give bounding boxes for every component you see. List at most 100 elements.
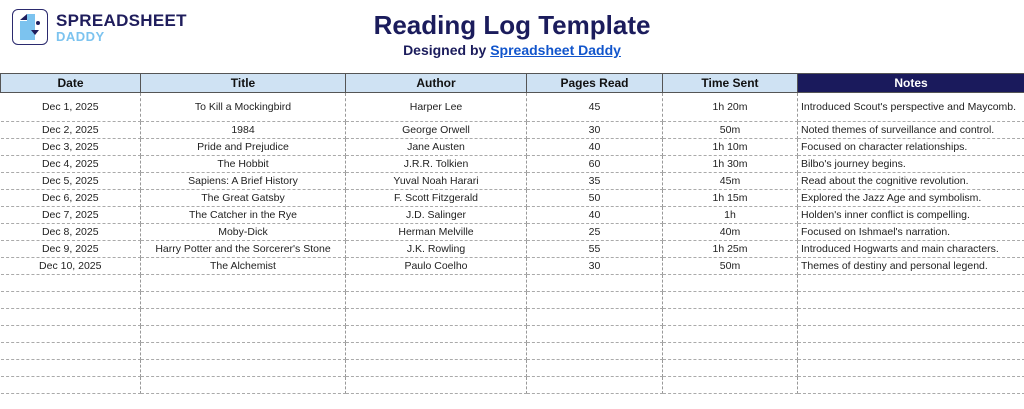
cell-time-sent[interactable]: 50m bbox=[662, 121, 798, 139]
cell-title[interactable] bbox=[140, 325, 346, 343]
cell-time-sent[interactable] bbox=[662, 274, 798, 292]
cell-notes[interactable] bbox=[797, 274, 1024, 292]
cell-time-sent[interactable] bbox=[662, 291, 798, 309]
header-author[interactable]: Author bbox=[345, 73, 527, 93]
cell-time-sent[interactable]: 1h 25m bbox=[662, 240, 798, 258]
cell-notes[interactable]: Bilbo's journey begins. bbox=[797, 155, 1024, 173]
cell-notes[interactable]: Holden's inner conflict is compelling. bbox=[797, 206, 1024, 224]
cell-notes[interactable]: Introduced Hogwarts and main characters. bbox=[797, 240, 1024, 258]
cell-author[interactable]: J.R.R. Tolkien bbox=[345, 155, 527, 173]
cell-author[interactable] bbox=[345, 308, 527, 326]
cell-notes[interactable]: Explored the Jazz Age and symbolism. bbox=[797, 189, 1024, 207]
cell-date[interactable]: Dec 10, 2025 bbox=[0, 257, 141, 275]
cell-date[interactable] bbox=[0, 308, 141, 326]
cell-date[interactable]: Dec 7, 2025 bbox=[0, 206, 141, 224]
cell-notes[interactable]: Noted themes of surveillance and control… bbox=[797, 121, 1024, 139]
cell-notes[interactable] bbox=[797, 376, 1024, 394]
cell-title[interactable]: The Alchemist bbox=[140, 257, 346, 275]
cell-title[interactable]: The Catcher in the Rye bbox=[140, 206, 346, 224]
header-date[interactable]: Date bbox=[0, 73, 141, 93]
cell-notes[interactable]: Introduced Scout's perspective and Mayco… bbox=[797, 92, 1024, 122]
cell-date[interactable]: Dec 2, 2025 bbox=[0, 121, 141, 139]
cell-time-sent[interactable]: 45m bbox=[662, 172, 798, 190]
cell-author[interactable]: Herman Melville bbox=[345, 223, 527, 241]
cell-title[interactable] bbox=[140, 274, 346, 292]
cell-notes[interactable] bbox=[797, 359, 1024, 377]
cell-notes[interactable]: Themes of destiny and personal legend. bbox=[797, 257, 1024, 275]
cell-pages-read[interactable]: 35 bbox=[526, 172, 663, 190]
cell-author[interactable] bbox=[345, 376, 527, 394]
cell-notes[interactable] bbox=[797, 308, 1024, 326]
cell-author[interactable]: Yuval Noah Harari bbox=[345, 172, 527, 190]
cell-author[interactable] bbox=[345, 274, 527, 292]
cell-author[interactable]: Jane Austen bbox=[345, 138, 527, 156]
cell-author[interactable]: Paulo Coelho bbox=[345, 257, 527, 275]
cell-pages-read[interactable]: 30 bbox=[526, 257, 663, 275]
cell-time-sent[interactable]: 50m bbox=[662, 257, 798, 275]
cell-title[interactable]: The Hobbit bbox=[140, 155, 346, 173]
cell-date[interactable] bbox=[0, 342, 141, 360]
cell-date[interactable] bbox=[0, 325, 141, 343]
cell-author[interactable]: J.D. Salinger bbox=[345, 206, 527, 224]
cell-date[interactable]: Dec 3, 2025 bbox=[0, 138, 141, 156]
header-notes[interactable]: Notes bbox=[797, 73, 1024, 93]
cell-pages-read[interactable]: 50 bbox=[526, 189, 663, 207]
cell-author[interactable] bbox=[345, 359, 527, 377]
cell-pages-read[interactable] bbox=[526, 359, 663, 377]
cell-pages-read[interactable]: 30 bbox=[526, 121, 663, 139]
header-pages-read[interactable]: Pages Read bbox=[526, 73, 663, 93]
cell-pages-read[interactable]: 55 bbox=[526, 240, 663, 258]
cell-date[interactable]: Dec 6, 2025 bbox=[0, 189, 141, 207]
cell-date[interactable]: Dec 4, 2025 bbox=[0, 155, 141, 173]
cell-time-sent[interactable] bbox=[662, 359, 798, 377]
cell-notes[interactable] bbox=[797, 291, 1024, 309]
cell-time-sent[interactable]: 1h 15m bbox=[662, 189, 798, 207]
header-time-sent[interactable]: Time Sent bbox=[662, 73, 798, 93]
cell-date[interactable]: Dec 1, 2025 bbox=[0, 92, 141, 122]
cell-title[interactable] bbox=[140, 342, 346, 360]
cell-notes[interactable]: Read about the cognitive revolution. bbox=[797, 172, 1024, 190]
cell-time-sent[interactable]: 1h 30m bbox=[662, 155, 798, 173]
cell-pages-read[interactable]: 25 bbox=[526, 223, 663, 241]
cell-pages-read[interactable]: 40 bbox=[526, 206, 663, 224]
cell-time-sent[interactable]: 40m bbox=[662, 223, 798, 241]
cell-title[interactable] bbox=[140, 359, 346, 377]
cell-pages-read[interactable]: 40 bbox=[526, 138, 663, 156]
cell-author[interactable]: Harper Lee bbox=[345, 92, 527, 122]
cell-time-sent[interactable]: 1h 20m bbox=[662, 92, 798, 122]
cell-date[interactable] bbox=[0, 376, 141, 394]
cell-notes[interactable]: Focused on Ishmael's narration. bbox=[797, 223, 1024, 241]
cell-notes[interactable] bbox=[797, 342, 1024, 360]
cell-title[interactable]: 1984 bbox=[140, 121, 346, 139]
cell-author[interactable] bbox=[345, 325, 527, 343]
cell-pages-read[interactable] bbox=[526, 376, 663, 394]
cell-date[interactable]: Dec 9, 2025 bbox=[0, 240, 141, 258]
cell-title[interactable] bbox=[140, 291, 346, 309]
cell-title[interactable]: Harry Potter and the Sorcerer's Stone bbox=[140, 240, 346, 258]
cell-pages-read[interactable]: 60 bbox=[526, 155, 663, 173]
cell-author[interactable] bbox=[345, 291, 527, 309]
cell-pages-read[interactable] bbox=[526, 291, 663, 309]
spreadsheet-daddy-link[interactable]: Spreadsheet Daddy bbox=[490, 42, 621, 58]
cell-date[interactable] bbox=[0, 359, 141, 377]
cell-time-sent[interactable] bbox=[662, 308, 798, 326]
cell-title[interactable]: Sapiens: A Brief History bbox=[140, 172, 346, 190]
cell-time-sent[interactable]: 1h 10m bbox=[662, 138, 798, 156]
cell-date[interactable] bbox=[0, 291, 141, 309]
cell-time-sent[interactable] bbox=[662, 376, 798, 394]
cell-time-sent[interactable] bbox=[662, 325, 798, 343]
cell-time-sent[interactable]: 1h bbox=[662, 206, 798, 224]
cell-pages-read[interactable]: 45 bbox=[526, 92, 663, 122]
cell-date[interactable] bbox=[0, 274, 141, 292]
cell-pages-read[interactable] bbox=[526, 308, 663, 326]
cell-pages-read[interactable] bbox=[526, 325, 663, 343]
cell-title[interactable]: Pride and Prejudice bbox=[140, 138, 346, 156]
cell-author[interactable]: J.K. Rowling bbox=[345, 240, 527, 258]
cell-title[interactable]: The Great Gatsby bbox=[140, 189, 346, 207]
cell-author[interactable] bbox=[345, 342, 527, 360]
cell-time-sent[interactable] bbox=[662, 342, 798, 360]
cell-pages-read[interactable] bbox=[526, 274, 663, 292]
cell-date[interactable]: Dec 8, 2025 bbox=[0, 223, 141, 241]
cell-notes[interactable]: Focused on character relationships. bbox=[797, 138, 1024, 156]
cell-pages-read[interactable] bbox=[526, 342, 663, 360]
